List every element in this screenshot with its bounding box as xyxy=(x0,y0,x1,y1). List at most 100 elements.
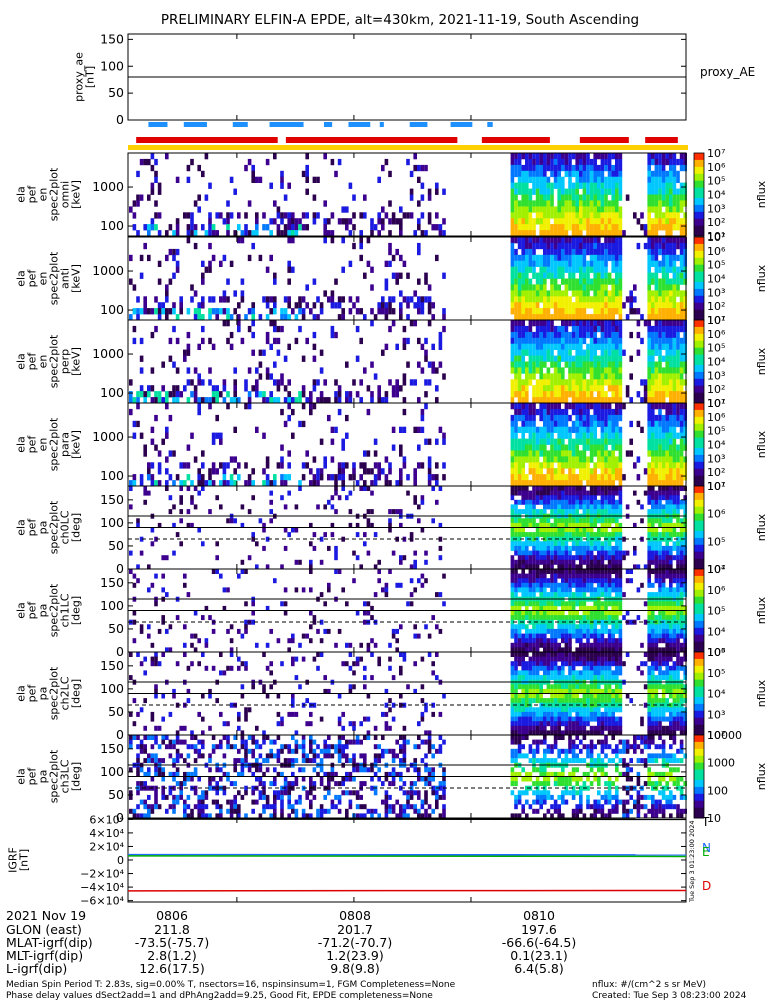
heat-cell xyxy=(604,578,608,584)
heat-cell xyxy=(251,164,255,172)
heat-cell xyxy=(579,536,583,542)
heat-cell xyxy=(604,550,608,556)
heat-cell xyxy=(669,456,673,463)
heat-cell xyxy=(582,438,587,445)
heat-cell xyxy=(197,403,201,410)
heat-cell xyxy=(615,176,619,183)
heat-cell xyxy=(147,194,151,201)
heat-cell xyxy=(139,536,144,542)
heat-cell xyxy=(323,532,327,538)
heat-cell xyxy=(658,559,662,565)
heat-cell xyxy=(561,224,565,231)
heat-cell xyxy=(539,450,543,457)
heat-cell xyxy=(611,176,615,183)
heat-cell xyxy=(319,438,324,445)
heat-cell xyxy=(244,385,248,392)
heat-cell xyxy=(521,564,525,570)
heat-cell xyxy=(553,414,558,422)
heat-cell xyxy=(611,170,615,178)
heat-cell xyxy=(535,615,540,621)
heat-cell xyxy=(593,331,597,339)
heat-cell xyxy=(517,518,522,524)
heat-cell xyxy=(676,158,680,166)
heat-cell xyxy=(550,582,554,588)
heat-cell xyxy=(669,414,673,422)
heat-cell xyxy=(672,504,677,510)
heat-cell xyxy=(579,176,583,183)
heat-cell xyxy=(546,230,551,237)
heat-cell xyxy=(647,559,651,565)
heat-cell xyxy=(607,320,612,327)
heat-cell xyxy=(561,499,565,505)
heat-cell xyxy=(582,314,587,321)
heat-cell xyxy=(514,504,518,510)
heat-cell xyxy=(553,592,558,598)
heat-cell xyxy=(604,426,608,433)
heat-cell xyxy=(165,230,169,237)
heat-cell xyxy=(557,462,561,469)
heat-cell xyxy=(607,536,612,542)
heat-cell xyxy=(532,495,536,501)
heat-cell xyxy=(154,444,158,451)
heat-cell xyxy=(420,414,425,422)
heat-cell xyxy=(532,468,536,475)
heat-cell xyxy=(535,541,540,547)
heat-cell xyxy=(586,647,590,653)
heat-cell xyxy=(525,573,529,579)
heat-cell xyxy=(600,432,605,439)
heat-cell xyxy=(438,426,443,433)
heat-cell xyxy=(251,242,255,250)
heat-cell xyxy=(539,462,543,469)
heat-cell xyxy=(186,522,191,528)
heat-cell xyxy=(201,170,205,178)
heat-cell xyxy=(521,615,525,621)
heat-cell xyxy=(229,176,234,183)
heat-cell xyxy=(532,462,536,469)
heat-cell xyxy=(553,284,558,291)
heat-cell xyxy=(676,509,680,515)
heat-cell xyxy=(553,260,558,267)
heat-cell xyxy=(568,573,572,579)
heat-cell xyxy=(589,518,594,524)
heat-cell xyxy=(535,647,540,653)
heat-cell xyxy=(517,578,522,584)
heat-cell xyxy=(525,624,529,630)
heat-cell xyxy=(514,509,518,515)
heat-cell xyxy=(517,509,522,515)
heat-cell xyxy=(586,633,590,639)
heat-cell xyxy=(517,153,522,160)
heat-cell xyxy=(676,582,680,588)
heat-cell xyxy=(514,153,518,160)
heat-cell xyxy=(528,541,533,547)
heat-cell xyxy=(615,331,619,339)
heat-cell xyxy=(586,164,590,172)
heat-cell xyxy=(201,480,205,487)
heat-cell xyxy=(611,224,615,231)
heat-cell xyxy=(564,619,569,625)
heat-cell xyxy=(658,194,662,201)
heat-cell xyxy=(564,578,569,584)
heat-cell xyxy=(579,349,583,356)
heat-cell xyxy=(391,320,396,327)
heat-cell xyxy=(139,628,144,634)
heat-cell xyxy=(388,480,392,487)
heat-cell xyxy=(550,153,554,160)
heat-cell xyxy=(589,218,594,225)
heat-cell xyxy=(525,337,529,345)
heat-cell xyxy=(665,495,669,501)
heat-cell xyxy=(517,397,522,404)
heat-cell xyxy=(370,320,374,327)
heat-cell xyxy=(251,320,255,327)
heat-cell xyxy=(651,308,655,315)
heat-cell xyxy=(539,194,543,201)
heat-cell xyxy=(427,212,432,219)
heat-cell xyxy=(352,379,356,386)
heat-cell xyxy=(546,569,551,574)
heat-cell xyxy=(683,468,687,475)
heat-cell xyxy=(654,296,659,303)
heat-cell xyxy=(582,559,587,565)
heat-cell xyxy=(543,550,547,556)
heat-cell xyxy=(521,450,525,457)
heat-cell xyxy=(521,403,525,410)
heat-cell xyxy=(564,266,569,273)
